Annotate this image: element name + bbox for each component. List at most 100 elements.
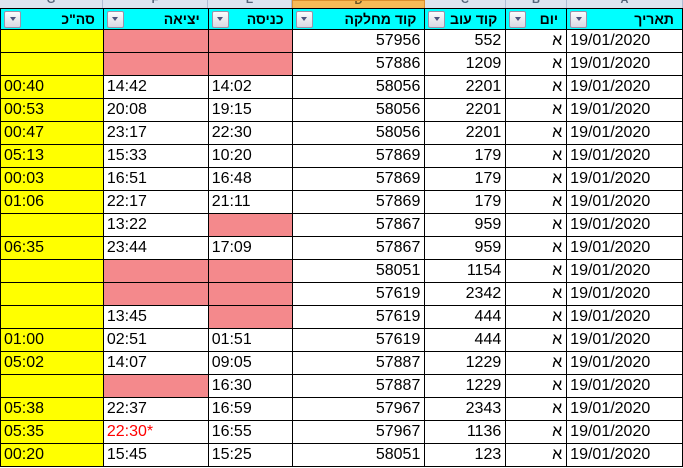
cell-entry[interactable]: 16:59 <box>208 398 293 421</box>
cell-emp[interactable]: 123 <box>425 444 507 467</box>
cell-day[interactable]: א <box>506 283 568 306</box>
cell-emp[interactable]: 2342 <box>425 283 507 306</box>
cell-day[interactable]: א <box>506 421 568 444</box>
cell-date[interactable]: 19/01/2020 <box>567 53 683 76</box>
cell-total[interactable]: 05:13 <box>1 145 104 168</box>
cell-day[interactable]: א <box>506 214 568 237</box>
cell-exit[interactable] <box>103 260 209 283</box>
cell-date[interactable]: 19/01/2020 <box>567 421 683 444</box>
cell-total[interactable] <box>1 306 104 329</box>
filter-button-day[interactable] <box>509 10 527 28</box>
cell-exit[interactable] <box>103 283 209 306</box>
cell-date[interactable]: 19/01/2020 <box>567 283 683 306</box>
column-header-entry[interactable]: כניסה <box>208 8 293 30</box>
cell-emp[interactable]: 1209 <box>425 53 507 76</box>
cell-exit[interactable]: 22:17 <box>103 191 209 214</box>
cell-day[interactable]: א <box>506 375 568 398</box>
cell-total[interactable]: 00:53 <box>1 99 104 122</box>
cell-day[interactable]: א <box>506 260 568 283</box>
cell-dept[interactable]: 57867 <box>292 214 426 237</box>
cell-exit[interactable]: 23:44 <box>103 237 209 260</box>
cell-total[interactable] <box>1 214 104 237</box>
cell-day[interactable]: א <box>506 352 568 375</box>
cell-entry[interactable]: 01:51 <box>208 329 293 352</box>
column-letter-F[interactable]: F <box>103 0 208 8</box>
cell-total[interactable] <box>1 30 104 53</box>
cell-entry[interactable] <box>208 306 293 329</box>
cell-dept[interactable]: 57619 <box>292 329 426 352</box>
cell-total[interactable]: 06:35 <box>1 237 104 260</box>
cell-exit[interactable]: 22:37 <box>103 398 209 421</box>
cell-date[interactable]: 19/01/2020 <box>567 329 683 352</box>
cell-entry[interactable]: 17:09 <box>208 237 293 260</box>
cell-total[interactable]: 01:00 <box>1 329 104 352</box>
cell-emp[interactable]: 2201 <box>425 99 507 122</box>
cell-day[interactable]: א <box>506 30 568 53</box>
cell-total[interactable]: 01:06 <box>1 191 104 214</box>
column-letter-A[interactable]: A <box>567 0 683 8</box>
cell-entry[interactable] <box>208 214 293 237</box>
cell-total[interactable] <box>1 260 104 283</box>
cell-dept[interactable]: 58056 <box>292 76 426 99</box>
cell-day[interactable]: א <box>506 398 568 421</box>
cell-emp[interactable]: 2343 <box>425 398 507 421</box>
cell-exit[interactable]: 20:08 <box>103 99 209 122</box>
cell-total[interactable]: 00:47 <box>1 122 104 145</box>
cell-date[interactable]: 19/01/2020 <box>567 375 683 398</box>
column-header-total[interactable]: סה"כ <box>1 8 104 30</box>
cell-entry[interactable]: 10:20 <box>208 145 293 168</box>
cell-day[interactable]: א <box>506 145 568 168</box>
cell-day[interactable]: א <box>506 329 568 352</box>
cell-exit[interactable]: 14:42 <box>103 76 209 99</box>
cell-emp[interactable]: 2201 <box>425 76 507 99</box>
filter-button-emp[interactable] <box>428 10 446 28</box>
cell-exit[interactable]: 16:51 <box>103 168 209 191</box>
cell-date[interactable]: 19/01/2020 <box>567 76 683 99</box>
cell-exit[interactable]: 13:22 <box>103 214 209 237</box>
cell-date[interactable]: 19/01/2020 <box>567 444 683 467</box>
cell-entry[interactable] <box>208 30 293 53</box>
cell-emp[interactable]: 2201 <box>425 122 507 145</box>
cell-exit[interactable] <box>103 375 209 398</box>
cell-day[interactable]: א <box>506 306 568 329</box>
column-letter-E[interactable]: E <box>208 0 292 8</box>
cell-total[interactable]: 00:03 <box>1 168 104 191</box>
column-letter-D[interactable]: D <box>292 0 425 8</box>
cell-entry[interactable] <box>208 283 293 306</box>
filter-button-date[interactable] <box>570 10 588 28</box>
cell-total[interactable]: 05:02 <box>1 352 104 375</box>
filter-button-entry[interactable] <box>211 10 229 28</box>
cell-date[interactable]: 19/01/2020 <box>567 260 683 283</box>
cell-dept[interactable]: 57887 <box>292 375 426 398</box>
column-header-dept[interactable]: קוד מחלקה <box>292 8 426 30</box>
cell-total[interactable] <box>1 283 104 306</box>
cell-dept[interactable]: 57869 <box>292 145 426 168</box>
cell-day[interactable]: א <box>506 444 568 467</box>
column-letter-B[interactable]: B <box>506 0 567 8</box>
cell-exit[interactable] <box>103 30 209 53</box>
cell-day[interactable]: א <box>506 191 568 214</box>
cell-dept[interactable]: 57867 <box>292 237 426 260</box>
cell-total[interactable]: 05:38 <box>1 398 104 421</box>
cell-exit[interactable]: 23:17 <box>103 122 209 145</box>
cell-dept[interactable]: 57619 <box>292 283 426 306</box>
column-header-exit[interactable]: יציאה <box>103 8 209 30</box>
cell-emp[interactable]: 959 <box>425 237 507 260</box>
cell-date[interactable]: 19/01/2020 <box>567 30 683 53</box>
filter-button-total[interactable] <box>4 10 21 28</box>
cell-day[interactable]: א <box>506 76 568 99</box>
cell-emp[interactable]: 1136 <box>425 421 507 444</box>
cell-total[interactable] <box>1 53 104 76</box>
cell-date[interactable]: 19/01/2020 <box>567 237 683 260</box>
cell-exit[interactable] <box>103 53 209 76</box>
cell-dept[interactable]: 57869 <box>292 168 426 191</box>
cell-entry[interactable]: 19:15 <box>208 99 293 122</box>
cell-entry[interactable]: 16:48 <box>208 168 293 191</box>
cell-emp[interactable]: 444 <box>425 306 507 329</box>
cell-exit[interactable]: 22:30* <box>103 421 209 444</box>
cell-day[interactable]: א <box>506 53 568 76</box>
cell-dept[interactable]: 57869 <box>292 191 426 214</box>
column-header-emp[interactable]: קוד עוב <box>425 8 507 30</box>
cell-exit[interactable]: 15:33 <box>103 145 209 168</box>
cell-dept[interactable]: 58051 <box>292 444 426 467</box>
